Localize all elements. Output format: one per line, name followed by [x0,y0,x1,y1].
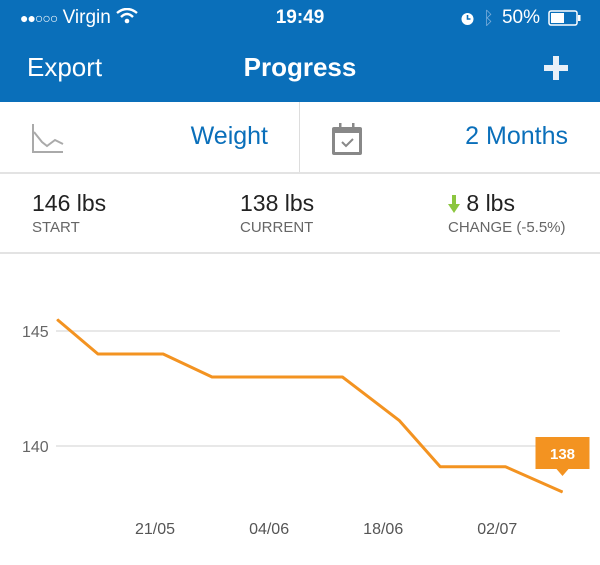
x-tick-label: 18/06 [363,521,403,538]
data-point [562,491,563,493]
change-value: 8 lbs [466,190,515,216]
data-point [211,376,213,378]
weight-line [56,318,564,494]
plus-icon[interactable] [543,55,569,81]
value-callout [535,437,590,476]
x-tick-label: 21/05 [135,521,175,538]
signal-icon: ●●○○○ [20,10,58,26]
change-stat: 8 lbs CHANGE (-5.5%) [448,190,566,236]
range-label: 2 Months [465,122,568,150]
data-point [341,376,343,378]
data-point [56,319,58,320]
callout-label: 138 [550,446,575,463]
clock: 19:49 [275,7,325,28]
start-stat: 146 lbs START [32,190,106,236]
header: ●●○○○ Virgin 19:49 ᛒ 50% Export Progress [0,0,600,102]
bluetooth-icon: ᛒ [483,8,494,28]
data-point [97,353,99,355]
current-value: 138 lbs [240,190,315,216]
change-label: CHANGE (-5.5%) [448,219,566,236]
x-tick-label: 02/07 [477,521,517,538]
x-tick-label: 04/06 [249,521,289,538]
data-point [162,353,164,355]
carrier-status: ●●○○○ Virgin [20,6,138,30]
y-tick-label: 145 [22,324,49,341]
battery-icon [548,10,581,26]
arrow-down-icon [448,195,460,213]
battery-percent: 50% [501,7,540,28]
selector-row: Weight 2 Months [0,102,600,174]
metric-label: Weight [190,122,268,150]
current-stat: 138 lbs CURRENT [240,190,314,236]
y-tick-label: 140 [22,439,49,456]
data-point [439,466,441,468]
carrier: Virgin [62,7,111,28]
start-label: START [32,219,80,236]
data-point [399,420,400,422]
data-point [504,466,506,468]
wifi-icon [116,7,138,24]
calendar-icon [332,123,362,155]
line-chart-icon [32,124,64,153]
alarm-icon [461,12,474,25]
current-label: CURRENT [240,219,314,236]
range-selector[interactable]: 2 Months [300,102,600,172]
metric-selector[interactable]: Weight [0,102,300,172]
weight-chart: 145 140 21/05 04/06 18/06 02/07 138 [22,318,590,538]
start-value: 146 lbs [32,190,107,216]
stats-row: 146 lbs START 138 lbs CURRENT 8 lbs CHAN… [0,174,600,254]
export-button[interactable]: Export [27,52,103,82]
